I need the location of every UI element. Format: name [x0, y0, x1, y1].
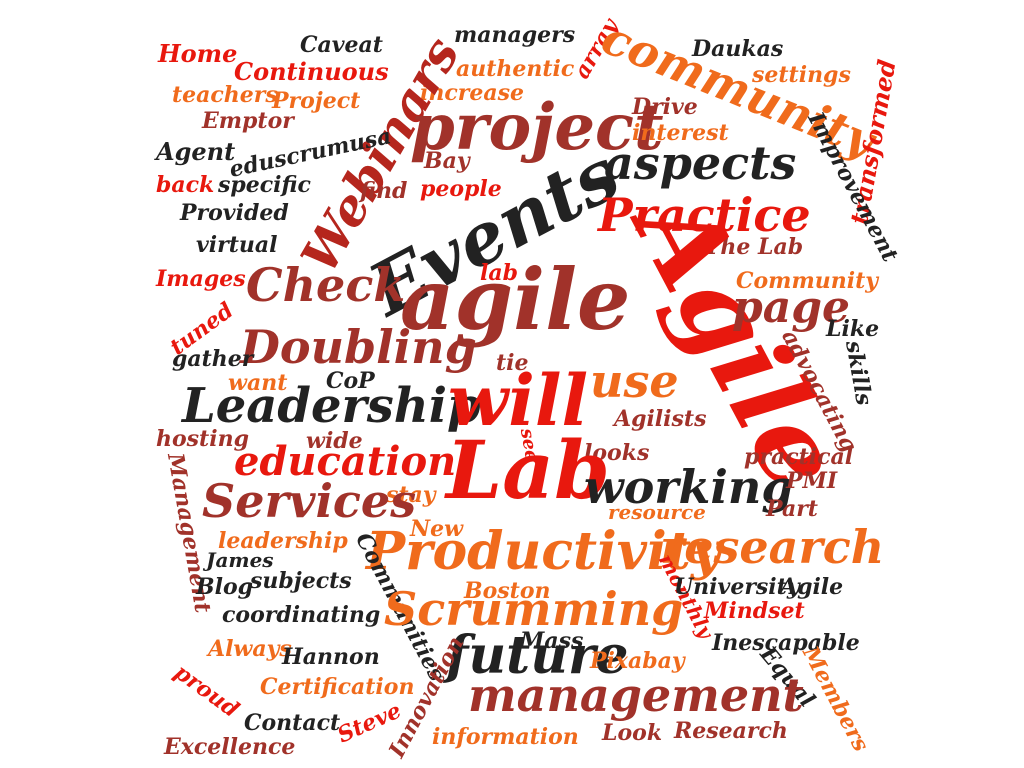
word-drive: Drive [632, 94, 698, 120]
word-interest: interest [632, 120, 729, 146]
word-wide: wide [306, 428, 363, 454]
word-continuous: Continuous [234, 57, 389, 86]
word-images: Images [156, 266, 246, 292]
word-emptor: Emptor [202, 108, 294, 134]
word-subjects: subjects [250, 568, 352, 594]
word-part: Part [766, 496, 818, 522]
word-services: Services [202, 474, 417, 528]
word-daukas: Daukas [692, 36, 784, 62]
word-management: management [468, 668, 804, 722]
word-the-lab: The Lab [704, 234, 804, 260]
word-aspects: aspects [604, 136, 797, 190]
word-working: working [584, 460, 794, 514]
word-community-small: Community [736, 268, 879, 294]
word-agile-lower: agile [400, 250, 631, 349]
word-look: Look [602, 720, 663, 746]
word-project: project [410, 90, 664, 165]
word-caveat: Caveat [300, 32, 383, 58]
word-university-agile: University [674, 574, 800, 600]
word-practice: Practice [598, 188, 811, 242]
word-find: find [360, 178, 408, 204]
word-page: page [732, 282, 851, 333]
word-want: want [228, 370, 288, 396]
word-provided: Provided [180, 200, 289, 226]
word-education: education [234, 438, 457, 485]
word-coordinating: coordinating [222, 602, 381, 628]
word-blog: Blog [196, 574, 254, 600]
word-james: James [206, 548, 274, 572]
word-hosting: hosting [156, 426, 249, 452]
word-scrumming: Scrumming [384, 582, 684, 636]
word-tie: tie [496, 350, 529, 376]
word-use: use [590, 354, 679, 408]
word-practical: practical [744, 444, 854, 470]
word-research: research [660, 520, 885, 574]
word-skills: skills [840, 338, 878, 408]
word-pmi: PMI [786, 468, 838, 494]
word-home: Home [158, 39, 238, 68]
word-looks: looks [584, 440, 650, 466]
word-mass: Mass [520, 628, 584, 654]
word-mindset: Mindset [704, 598, 805, 624]
word-leadership: Leadership [182, 378, 481, 434]
word-like: Like [826, 316, 880, 342]
word-check: Check [246, 258, 406, 312]
word-cop: CoP [326, 368, 375, 394]
word-teachers: teachers [172, 82, 278, 108]
word-boston: Boston [464, 578, 551, 604]
word-inescapable: Inescapable [712, 630, 860, 656]
word-research-small: Research [674, 718, 788, 744]
word-back: back [156, 172, 215, 198]
word-virtual: virtual [196, 232, 278, 258]
word-project-small: Project [272, 88, 361, 114]
word-stay: stay [386, 482, 436, 508]
word-doubling: Doubling [240, 320, 477, 374]
word-specific: specific [218, 172, 311, 198]
word-proud: proud [169, 659, 244, 723]
word-contact: Contact [244, 710, 341, 736]
word-lab: Lab [446, 423, 611, 517]
word-always: Always [208, 636, 292, 662]
word-resource: resource [608, 500, 706, 524]
word-productivity: Productivity [366, 521, 721, 582]
word-pixabay: Pixabay [590, 648, 685, 674]
word-increase: increase [420, 80, 524, 106]
word-certification: Certification [260, 674, 415, 700]
word-leadership-small: leadership [218, 528, 348, 554]
word-people: people [420, 176, 502, 202]
word-excellence: Excellence [164, 734, 296, 760]
word-bay: Bay [424, 148, 470, 174]
word-authentic: authentic [456, 56, 575, 82]
word-agilists: Agilists [614, 406, 707, 432]
word-settings: settings [752, 62, 851, 88]
word-managers: managers [454, 22, 576, 48]
word-hannon: Hannon [282, 644, 380, 670]
word-information: information [432, 724, 579, 750]
word-agent: Agent [156, 137, 236, 166]
word-will: will [448, 359, 589, 442]
word-agile-small: Agile [780, 574, 844, 600]
word-new: New [410, 516, 464, 542]
word-gather: gather [172, 346, 254, 372]
word-future: future [446, 625, 629, 686]
word-lab-small: lab [480, 260, 518, 286]
